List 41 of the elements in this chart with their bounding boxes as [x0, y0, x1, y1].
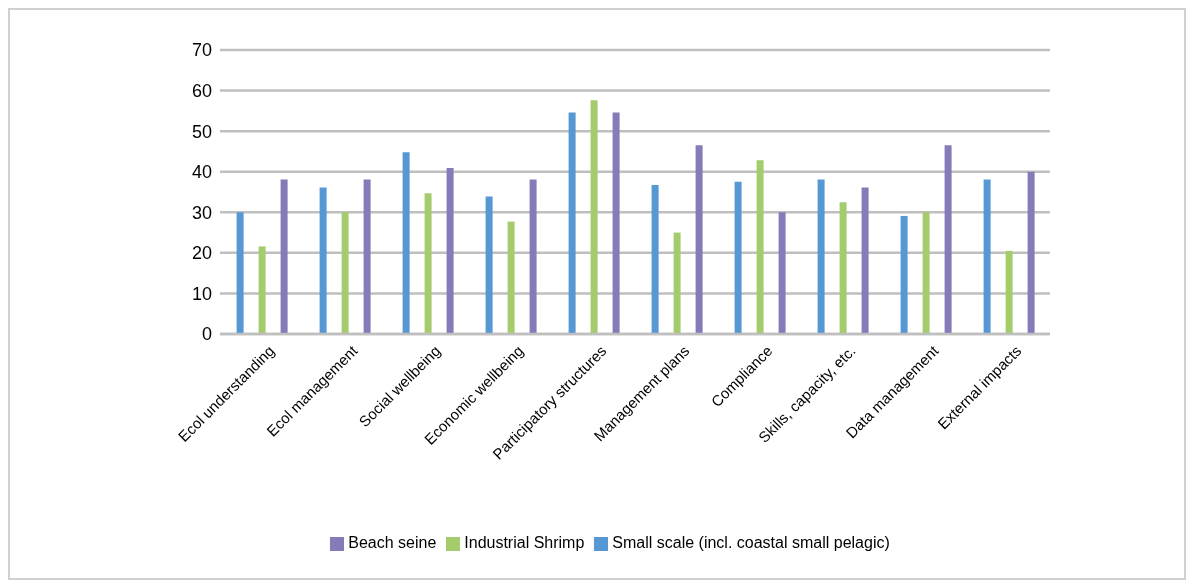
bar [529, 179, 537, 334]
bar [590, 100, 598, 334]
bar [485, 196, 493, 334]
bar [778, 212, 786, 334]
legend-label: Beach seine [348, 534, 437, 551]
legend-label: Industrial Shrimp [464, 534, 585, 551]
legend-label: Small scale (incl. coastal small pelagic) [612, 534, 890, 551]
bar [839, 202, 847, 334]
bar [922, 212, 930, 334]
bar [258, 246, 266, 334]
y-tick-label: 10 [191, 283, 212, 304]
bar [944, 145, 952, 334]
bar [319, 187, 327, 334]
bar [651, 185, 659, 334]
bar [612, 112, 620, 334]
bar [402, 152, 410, 334]
bar [424, 193, 432, 334]
bar [900, 215, 908, 334]
bar [673, 232, 681, 334]
bar [236, 212, 244, 334]
y-tick-label: 20 [191, 243, 212, 264]
bar [1027, 171, 1035, 334]
bar [507, 221, 515, 334]
bar [817, 179, 825, 334]
bar [363, 179, 371, 334]
y-tick-label: 50 [191, 121, 212, 142]
y-tick-label: 0 [201, 324, 212, 345]
bar [1005, 250, 1013, 334]
bar [280, 179, 288, 334]
y-tick-label: 30 [191, 202, 212, 223]
y-tick-label: 60 [191, 80, 212, 101]
bar [568, 112, 576, 334]
bar [983, 179, 991, 334]
y-tick-label: 40 [191, 162, 212, 183]
bar [695, 145, 703, 334]
bar [446, 168, 454, 334]
bar [341, 212, 349, 334]
bar [861, 187, 869, 334]
y-tick-label: 70 [191, 40, 212, 61]
bar [756, 160, 764, 334]
bar [734, 181, 742, 334]
